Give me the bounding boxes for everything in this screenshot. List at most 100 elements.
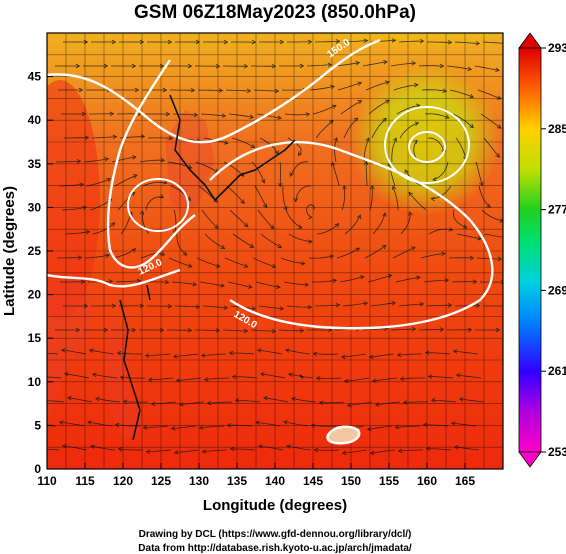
streamline [56,160,81,163]
streamline [423,279,449,283]
streamline-arrow [75,63,81,69]
streamline-arrow [111,39,117,45]
streamline-arrow [391,185,397,191]
x-tick-label: 150 [341,474,361,488]
streamline-arrow [419,301,425,307]
streamline-arrow [504,41,508,45]
streamline-arrow [251,306,257,311]
y-axis: 0 5 10 15 20 25 30 35 40 45 [28,70,53,476]
streamline [258,305,284,310]
streamline-arrow [271,64,277,69]
streamline-arrow [396,352,402,358]
streamline-arrow [469,255,475,261]
streamline-arrow [346,402,352,408]
streamline-arrow [439,63,445,69]
colorbar-tick-label: 293 [548,41,566,55]
streamline [370,302,396,307]
y-tick-label: 5 [34,418,41,432]
streamline-arrow [213,198,218,203]
y-tick-label: 25 [28,244,42,258]
streamline-arrow [160,157,166,163]
streamline-arrow [195,304,201,310]
streamline-arrow [271,263,277,269]
streamline-arrow [441,251,446,257]
streamline-arrow [116,350,122,356]
streamline-arrow [187,327,193,333]
streamline [141,211,150,235]
streamline-arrow [201,449,207,454]
y-tick-label: 45 [28,70,42,84]
streamline-arrow [335,302,341,308]
streamline-arrow [247,284,253,289]
streamline-arrow [203,376,209,382]
streamline [199,425,225,429]
y-tick-label: 40 [28,113,42,127]
streamline [260,373,286,379]
streamline-arrow [173,450,179,455]
streamline-arrow [416,275,421,280]
contour-line-south [47,268,181,288]
streamline [230,448,256,451]
streamline [207,401,233,404]
colorbar-tick-label: 253 [548,445,566,459]
streamline-arrow [410,246,416,251]
streamline-arrow [110,222,116,227]
streamline [403,401,429,403]
x-tick-label: 165 [455,474,475,488]
streamline-arrow [300,261,306,266]
x-tick-label: 135 [227,474,247,488]
grid-lines [47,33,503,469]
streamline [174,449,200,454]
streamline-arrow [277,182,283,188]
streamline-arrow [215,328,221,333]
streamline-arrow [122,399,128,405]
streamline [147,137,173,139]
credit-data: Data from http://database.rish.kyoto-u.a… [138,543,412,554]
streamline-arrow [467,327,473,333]
streamline [453,350,479,355]
streamline [86,178,111,187]
streamline-arrow [187,263,193,268]
streamline [426,448,452,451]
streamline-arrow [469,123,474,129]
streamline [365,161,368,187]
streamline [426,304,452,307]
streamline [139,159,165,163]
streamline-arrow [355,61,361,66]
streamline [57,257,82,259]
streamline-arrow [160,251,166,256]
streamline [392,246,416,259]
streamline [257,349,283,355]
streamline [367,425,393,430]
streamline-arrow [263,395,268,401]
streamline-arrow [506,236,510,240]
streamline-arrow [391,38,397,43]
streamline-arrow [147,377,153,383]
streamline [254,185,268,208]
streamline [251,161,265,184]
streamline [250,329,276,332]
streamline-arrow [297,224,303,229]
low-contour-west [127,178,189,232]
streamline-arrow [58,420,64,425]
streamline-arrow [228,350,234,356]
streamline-arrow [131,63,137,69]
streamline [372,212,386,235]
streamline-arrow [504,304,508,308]
streamline [427,137,445,154]
streamline-arrow [414,82,419,88]
streamline-arrow [243,263,249,268]
streamline [224,257,248,268]
streamline-arrow [35,448,39,452]
streamline-arrow [246,88,252,94]
streamline-arrow [495,67,500,72]
streamline-arrow [200,353,206,358]
streamline [142,181,167,187]
plot-area: 120.0 120.0 150.0 [35,33,510,469]
streamline [312,279,337,283]
streamline-arrow [257,444,263,449]
streamline-arrow [190,87,196,93]
streamline-arrow [269,224,275,230]
streamline [392,185,399,211]
streamline [418,65,444,67]
